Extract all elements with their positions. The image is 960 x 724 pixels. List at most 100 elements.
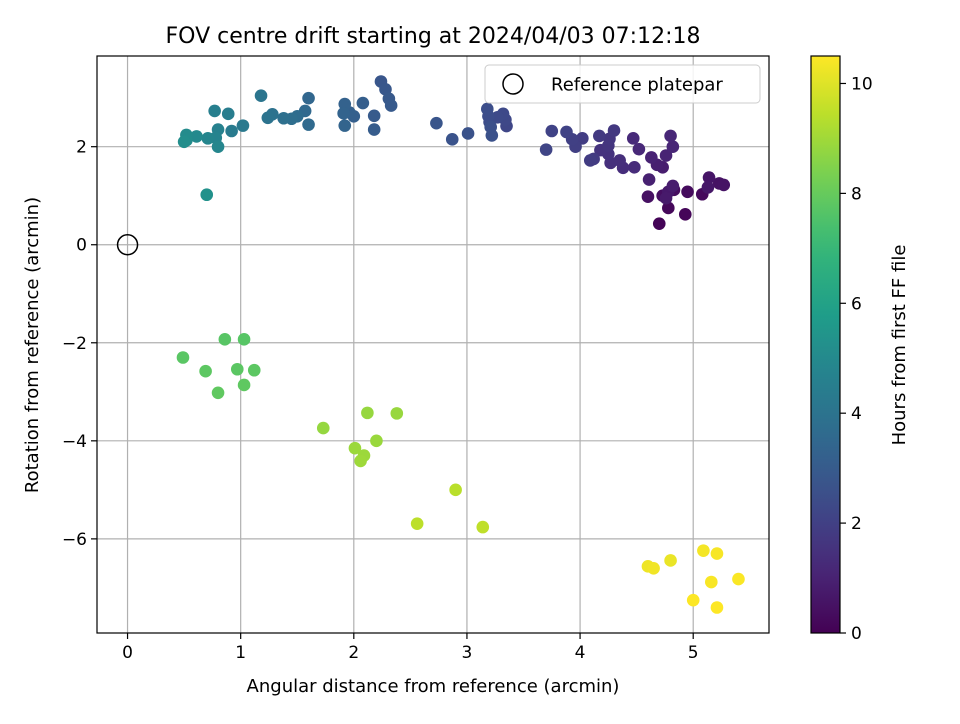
- x-tick-label: 0: [122, 643, 133, 663]
- colorbar: 0 2 4 6 8 10: [810, 55, 873, 644]
- data-point: [254, 89, 268, 103]
- x-axis-label: Angular distance from reference (arcmin): [247, 676, 620, 697]
- chart-title: FOV centre drift starting at 2024/04/03 …: [166, 24, 701, 49]
- data-point: [230, 362, 244, 376]
- data-point: [316, 421, 330, 435]
- data-point: [485, 129, 499, 142]
- data-point: [666, 140, 680, 153]
- y-tick-label: −4: [62, 432, 87, 452]
- x-tick-label: 3: [462, 643, 473, 663]
- data-point: [560, 125, 573, 139]
- data-point: [177, 135, 191, 149]
- legend-label-reference: Reference platepar: [551, 75, 723, 96]
- data-point: [678, 208, 692, 221]
- plot-frame: [96, 55, 770, 634]
- data-point: [710, 601, 724, 614]
- colorbar-gradient: [810, 55, 841, 634]
- data-point: [199, 364, 212, 378]
- data-point: [641, 190, 655, 203]
- data-point: [190, 130, 203, 143]
- data-point: [702, 171, 716, 184]
- axis-ticks: 0 1 2 3 4 5 −6 −4 −2 0 2: [62, 138, 699, 663]
- y-axis-label: Rotation from reference (arcmin): [22, 197, 43, 493]
- colorbar-tick-label: 8: [851, 184, 862, 204]
- data-point: [576, 132, 589, 145]
- data-point: [717, 178, 731, 192]
- y-tick-label: 2: [76, 138, 87, 158]
- data-point: [384, 99, 398, 112]
- data-point: [338, 97, 352, 111]
- data-point: [481, 102, 494, 116]
- data-point: [642, 173, 656, 186]
- data-point: [686, 593, 700, 607]
- grid: [97, 56, 769, 633]
- data-point: [626, 132, 640, 145]
- x-tick-label: 1: [235, 643, 246, 663]
- colorbar-tick-label: 10: [851, 74, 873, 94]
- reference-platepar-marker: [116, 233, 139, 256]
- y-tick-label: −6: [62, 530, 87, 550]
- data-point: [354, 454, 367, 468]
- data-point: [664, 554, 677, 567]
- data-point: [664, 129, 677, 143]
- data-point: [659, 191, 673, 205]
- data-point: [176, 351, 190, 364]
- legend-marker-reference: [502, 73, 524, 95]
- colorbar-tick-label: 4: [851, 404, 862, 424]
- data-point: [430, 116, 443, 130]
- data-point: [666, 179, 680, 193]
- data-point: [211, 140, 225, 153]
- data-point: [701, 181, 715, 194]
- data-point: [593, 129, 606, 143]
- data-point: [647, 561, 660, 575]
- data-point: [236, 119, 250, 132]
- data-point: [545, 124, 559, 138]
- data-point: [361, 406, 374, 420]
- data-point: [356, 96, 370, 110]
- data-point: [221, 107, 235, 121]
- data-point: [461, 127, 475, 140]
- data-point: [445, 133, 459, 146]
- data-point: [237, 333, 251, 346]
- data-point: [302, 118, 315, 131]
- colorbar-tick-label: 6: [851, 294, 862, 314]
- x-tick-label: 5: [688, 643, 699, 663]
- data-point: [710, 547, 724, 560]
- data-point: [348, 441, 362, 455]
- y-tick-label: −2: [62, 334, 87, 354]
- data-point: [607, 124, 621, 137]
- data-point: [652, 217, 666, 230]
- data-point: [583, 154, 597, 167]
- data-point: [367, 123, 381, 136]
- data-point: [539, 143, 553, 156]
- data-point: [390, 407, 404, 420]
- data-point: [247, 363, 261, 377]
- data-point: [449, 483, 462, 497]
- data-point: [237, 378, 251, 392]
- data-point: [628, 160, 641, 174]
- data-point: [632, 142, 646, 156]
- data-point: [697, 544, 710, 557]
- data-point: [659, 149, 673, 162]
- colorbar-label: Hours from first FF file: [889, 245, 910, 446]
- x-tick-label: 2: [348, 643, 359, 663]
- data-point: [261, 111, 275, 125]
- data-point: [218, 333, 232, 346]
- data-point: [338, 119, 352, 132]
- data-point: [201, 132, 215, 145]
- data-point: [662, 201, 675, 215]
- data-point: [410, 517, 424, 530]
- data-point: [337, 107, 350, 120]
- data-point: [208, 104, 221, 118]
- data-point: [732, 572, 745, 586]
- data-point: [367, 109, 381, 123]
- data-points: [176, 75, 745, 614]
- data-point: [705, 575, 718, 589]
- data-point: [225, 124, 238, 138]
- data-point: [370, 434, 383, 448]
- y-tick-label: 0: [76, 236, 87, 256]
- colorbar-tick-label: 0: [851, 624, 862, 644]
- x-tick-label: 4: [575, 643, 586, 663]
- legend-box: [484, 64, 761, 104]
